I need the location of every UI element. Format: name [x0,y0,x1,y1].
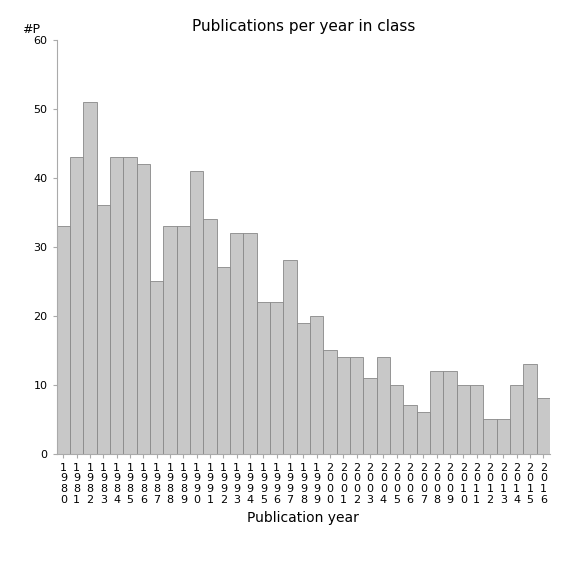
Text: #P: #P [22,23,40,36]
Bar [483,419,497,454]
Bar [297,323,310,454]
Bar [57,226,70,454]
Bar [97,205,110,454]
Bar [270,302,284,454]
Bar [243,233,257,454]
Bar [417,412,430,454]
Bar [443,371,456,454]
Bar [510,384,523,454]
Bar [403,405,417,454]
Bar [470,384,483,454]
X-axis label: Publication year: Publication year [247,510,359,524]
Bar [536,399,550,454]
Bar [217,267,230,454]
Bar [376,357,390,454]
Bar [363,378,376,454]
Bar [70,157,83,454]
Bar [204,219,217,454]
Bar [323,350,337,454]
Bar [284,260,297,454]
Bar [230,233,243,454]
Bar [110,157,124,454]
Bar [124,157,137,454]
Bar [177,226,190,454]
Bar [190,171,204,454]
Bar [137,164,150,454]
Bar [163,226,177,454]
Title: Publications per year in class: Publications per year in class [192,19,415,35]
Bar [350,357,363,454]
Bar [390,384,403,454]
Bar [456,384,470,454]
Bar [523,364,536,454]
Bar [497,419,510,454]
Bar [337,357,350,454]
Bar [257,302,270,454]
Bar [310,316,323,454]
Bar [83,102,97,454]
Bar [430,371,443,454]
Bar [150,281,163,454]
